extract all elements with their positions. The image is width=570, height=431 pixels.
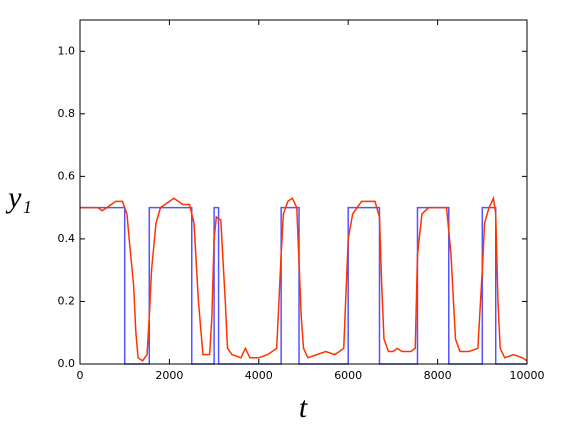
- x-tick-label: 2000: [155, 369, 183, 382]
- x-axis-label: t: [299, 391, 308, 424]
- y-tick-label: 0.6: [58, 169, 76, 182]
- y-tick-label: 0.0: [58, 357, 76, 370]
- plot-frame: [79, 19, 528, 365]
- y-tick-label: 1.0: [58, 44, 76, 57]
- x-tick-label: 4000: [245, 369, 273, 382]
- x-tick-label: 0: [77, 369, 84, 382]
- y-tick-label: 0.4: [58, 232, 76, 245]
- y-tick-label: 0.8: [58, 107, 76, 120]
- x-tick-label: 10000: [510, 369, 545, 382]
- series-line: [80, 195, 528, 362]
- y-axis-label: y₁: [5, 181, 32, 214]
- y-tick-label: 0.2: [58, 294, 76, 307]
- x-tick-label: 6000: [334, 369, 362, 382]
- x-tick-label: 8000: [424, 369, 452, 382]
